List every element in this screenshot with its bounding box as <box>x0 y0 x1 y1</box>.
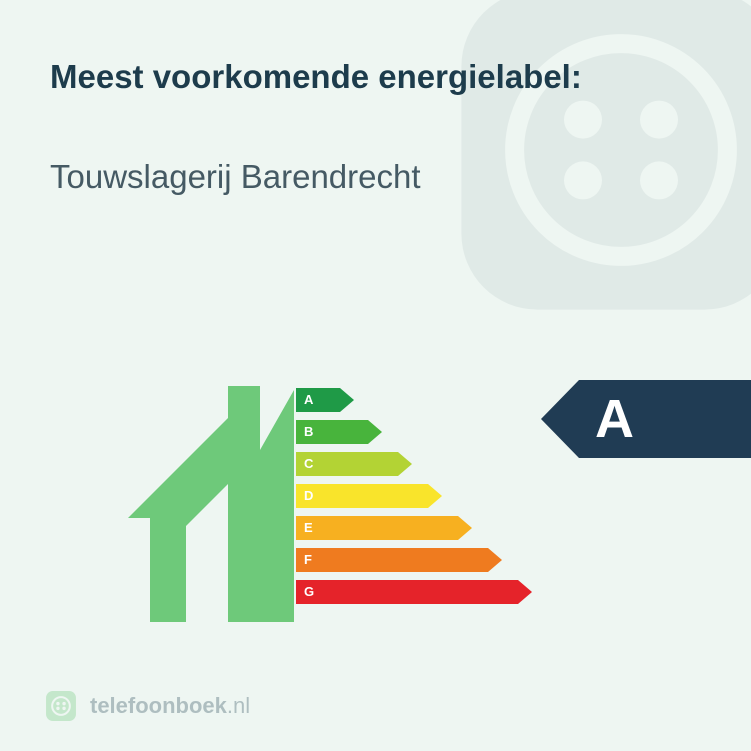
energy-bar-letter: G <box>304 580 314 604</box>
footer-logo-icon <box>44 689 78 723</box>
footer-brand: telefoonboek.nl <box>44 689 250 723</box>
energy-bar-letter: C <box>304 452 313 476</box>
highlight-letter: A <box>595 388 634 450</box>
energy-bar-letter: A <box>304 388 313 412</box>
location-name: Touwslagerij Barendrecht <box>50 158 701 196</box>
footer-text: telefoonboek.nl <box>90 693 250 719</box>
page-title: Meest voorkomende energielabel: <box>50 58 701 96</box>
highlight-body: A <box>579 380 751 458</box>
energy-bar-letter: D <box>304 484 313 508</box>
energy-bar-letter: E <box>304 516 313 540</box>
energy-bar-letter: F <box>304 548 312 572</box>
highlight-label: A <box>541 380 751 458</box>
highlight-arrowhead <box>541 380 579 458</box>
house-icon <box>128 378 296 628</box>
energy-bar-letter: B <box>304 420 313 444</box>
